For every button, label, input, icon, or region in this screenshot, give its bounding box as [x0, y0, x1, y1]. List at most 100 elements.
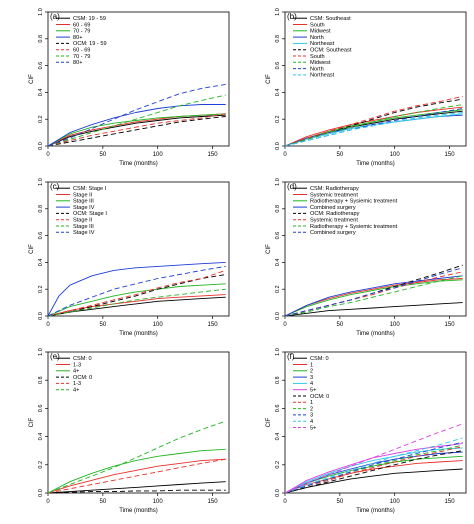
y-tick-label: 0.6: [275, 405, 281, 413]
legend-label: OCM: 0: [73, 375, 92, 381]
x-tick-label: 150: [445, 322, 456, 328]
series-line-0: [284, 468, 463, 494]
plot-frame: [284, 11, 467, 147]
x-axis-label: Time (months): [119, 331, 157, 337]
legend-label: CSM: Radiotherapy: [310, 186, 359, 192]
y-tick-label: 1.0: [38, 8, 44, 16]
series-line-1: [47, 294, 226, 317]
series-line-0: [47, 114, 226, 147]
chart-panel-f: (f) 0.0 0.2 0.4 0.6 0.8 1.0 0 50 100 150 Time (mont…: [266, 348, 467, 514]
legend-label: CSM: Southeast: [310, 16, 351, 22]
series-line-0: [47, 481, 226, 494]
legend-label: 1: [310, 400, 313, 406]
series-line-7: [284, 104, 463, 147]
x-tick-label: 50: [100, 152, 107, 158]
legend-label: 1: [310, 362, 313, 368]
legend-label: 1-3: [73, 381, 81, 387]
legend-label: OCM: Southeast: [310, 48, 352, 54]
series-line-9: [284, 112, 463, 147]
legend-label: Midwest: [310, 29, 331, 35]
legend-label: Radiotherapy + Sysiemic treatment: [310, 224, 398, 230]
legend-label: Stage IV: [73, 205, 95, 211]
legend-label: North: [310, 35, 324, 41]
series-line-7: [47, 265, 226, 317]
legend-label: Stage III: [73, 224, 94, 230]
x-tick-label: 150: [208, 499, 219, 505]
series-line-0: [284, 302, 463, 317]
plot-frame: [47, 11, 230, 147]
x-tick-label: 0: [283, 152, 287, 158]
y-tick-label: 0.8: [38, 205, 44, 213]
x-axis-label: Time (months): [119, 161, 157, 167]
y-tick-label: 0.2: [38, 115, 44, 123]
legend-label: 80+: [73, 60, 83, 66]
legend-label: 3: [310, 413, 313, 419]
x-tick-label: 50: [337, 499, 344, 505]
y-tick-label: 0.0: [38, 312, 44, 320]
legend-label: 3: [310, 375, 313, 381]
series-line-7: [47, 83, 226, 147]
legend-label: CSM: Stage I: [73, 186, 107, 192]
y-tick-label: 0.8: [275, 376, 281, 384]
series-line-7: [284, 446, 463, 494]
series-line-1: [284, 106, 463, 147]
y-tick-label: 1.0: [275, 178, 281, 186]
x-axis-label: Time (months): [356, 508, 394, 514]
x-tick-label: 150: [445, 152, 456, 158]
series-line-2: [47, 283, 226, 317]
legend-label: Northeast: [310, 41, 335, 47]
legend-label: Combined surgery: [310, 230, 356, 236]
x-tick-label: 50: [337, 152, 344, 158]
legend-label: CSM: 19 - 59: [73, 16, 106, 22]
series-line-6: [284, 275, 463, 317]
x-tick-label: 50: [100, 499, 107, 505]
x-tick-label: 100: [153, 322, 164, 328]
y-tick-label: 0.2: [275, 115, 281, 123]
legend-label: 60 - 69: [73, 22, 90, 28]
y-tick-label: 0.6: [275, 232, 281, 240]
y-tick-label: 0.2: [275, 285, 281, 293]
y-tick-label: 0.2: [275, 461, 281, 469]
series-line-3: [47, 489, 226, 494]
y-tick-label: 0.6: [38, 232, 44, 240]
legend-label: Stage IV: [73, 230, 95, 236]
legend-label: Stage II: [73, 218, 93, 224]
series-line-1: [47, 458, 226, 494]
series-line-6: [284, 450, 463, 494]
y-tick-label: 0.0: [38, 142, 44, 150]
legend-label: OCM: 0: [310, 394, 329, 400]
y-tick-label: 1.0: [275, 348, 281, 356]
y-tick-label: 0.2: [38, 461, 44, 469]
legend-label: 5+: [310, 425, 316, 431]
y-tick-label: 0.4: [38, 259, 44, 267]
legend-label: South: [310, 54, 325, 60]
chart-panel-d: (d) 0.0 0.2 0.4 0.6 0.8 1.0 0 50 100 150 Time (mont…: [266, 178, 467, 337]
legend-label: Combined surgery: [310, 205, 356, 211]
y-tick-label: 0.0: [275, 489, 281, 497]
series-line-4: [47, 458, 226, 494]
y-tick-label: 0.0: [38, 489, 44, 497]
legend-label: OCM: Stage I: [73, 211, 107, 217]
x-tick-label: 150: [208, 152, 219, 158]
series-line-2: [284, 279, 463, 317]
series-line-7: [284, 267, 463, 317]
x-tick-label: 100: [153, 499, 164, 505]
legend-label: 4+: [73, 369, 79, 375]
x-tick-label: 100: [390, 152, 401, 158]
y-tick-label: 0.0: [275, 142, 281, 150]
legend-label: Systemic treatment: [310, 218, 358, 224]
panel-label: (c): [50, 182, 60, 191]
legend-label: OCM: 19 - 59: [73, 41, 107, 47]
x-tick-label: 50: [100, 322, 107, 328]
y-tick-label: 0.4: [38, 433, 44, 441]
legend-label: 2: [310, 369, 313, 375]
y-tick-label: 1.0: [275, 8, 281, 16]
legend-label: 5+: [310, 388, 316, 394]
y-tick-label: 0.2: [38, 285, 44, 293]
panel-label: (b): [287, 12, 297, 21]
series-line-2: [47, 448, 226, 494]
legend-label: CSM: 0: [73, 356, 92, 362]
x-axis-label: Time (months): [119, 508, 157, 514]
legend-label: 4+: [73, 388, 79, 394]
